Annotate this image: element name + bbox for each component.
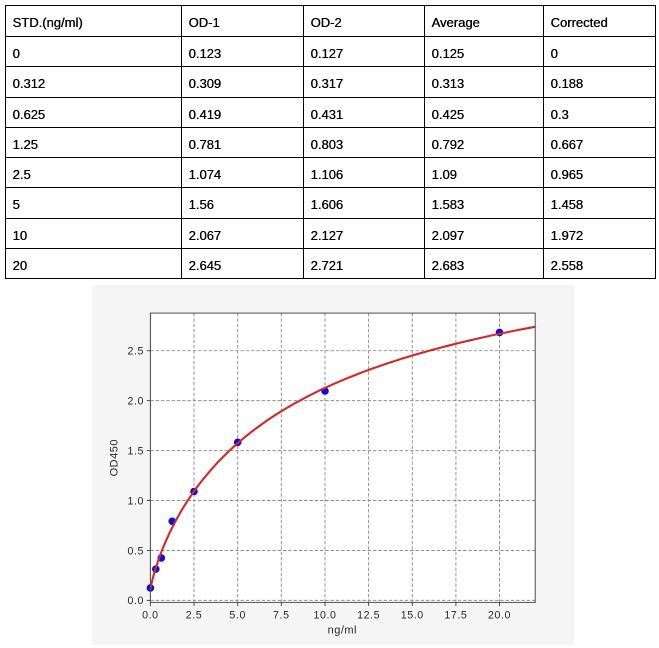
svg-text:15.0: 15.0 bbox=[401, 609, 424, 621]
svg-text:17.5: 17.5 bbox=[444, 609, 467, 621]
svg-text:10.0: 10.0 bbox=[313, 609, 336, 621]
svg-text:ng/ml: ng/ml bbox=[328, 624, 357, 636]
svg-text:OD450: OD450 bbox=[109, 439, 121, 476]
svg-text:0.0: 0.0 bbox=[142, 609, 159, 621]
svg-text:1.5: 1.5 bbox=[127, 445, 144, 457]
svg-text:2.5: 2.5 bbox=[127, 346, 144, 358]
svg-text:0.0: 0.0 bbox=[127, 595, 144, 607]
svg-text:2.0: 2.0 bbox=[127, 395, 144, 407]
svg-text:20.0: 20.0 bbox=[488, 609, 511, 621]
svg-text:2.5: 2.5 bbox=[186, 609, 203, 621]
svg-text:12.5: 12.5 bbox=[357, 609, 380, 621]
svg-text:0.5: 0.5 bbox=[127, 545, 144, 557]
svg-text:7.5: 7.5 bbox=[273, 609, 290, 621]
svg-text:1.0: 1.0 bbox=[127, 495, 144, 507]
svg-text:5.0: 5.0 bbox=[229, 609, 246, 621]
